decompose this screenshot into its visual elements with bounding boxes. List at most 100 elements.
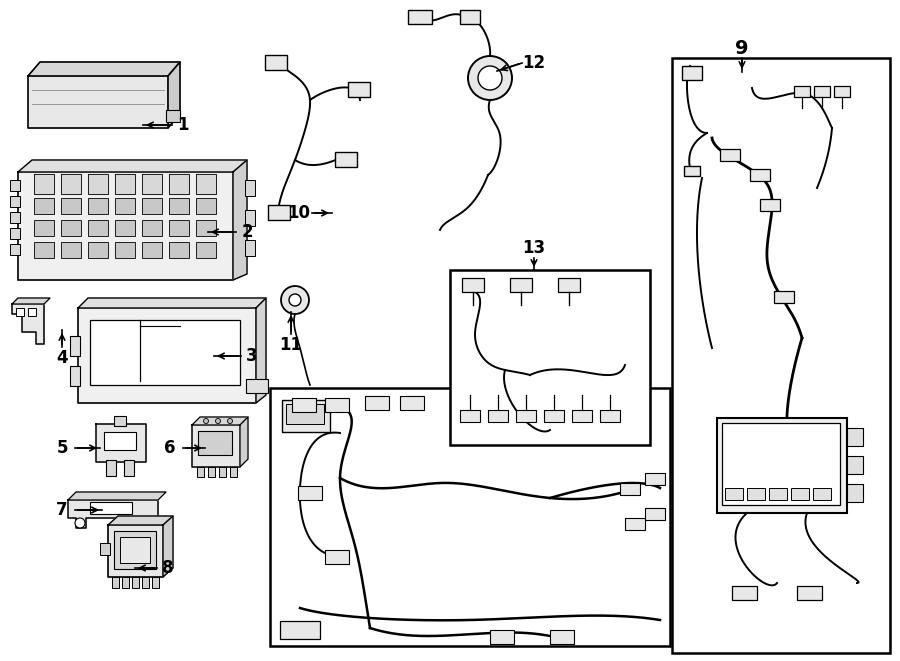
Bar <box>10 212 20 223</box>
Bar <box>104 432 136 450</box>
Text: 4: 4 <box>56 349 68 367</box>
Circle shape <box>281 286 309 314</box>
Bar <box>34 198 54 214</box>
Bar <box>600 410 620 422</box>
Bar <box>169 220 189 236</box>
Bar <box>280 621 320 639</box>
Bar <box>625 518 645 530</box>
Bar <box>292 398 316 412</box>
Bar <box>196 198 216 214</box>
Bar <box>270 388 670 646</box>
Circle shape <box>203 418 209 424</box>
Polygon shape <box>28 76 168 128</box>
Bar <box>286 404 324 424</box>
Bar <box>88 220 108 236</box>
Bar <box>720 149 740 161</box>
Bar <box>572 410 592 422</box>
Bar <box>298 486 322 500</box>
Bar <box>245 180 255 196</box>
Polygon shape <box>12 304 44 344</box>
Text: 7: 7 <box>56 501 68 519</box>
Bar <box>797 586 822 600</box>
Bar <box>16 308 24 316</box>
Bar <box>774 291 794 303</box>
Bar <box>760 199 780 211</box>
Bar <box>61 220 81 236</box>
Circle shape <box>215 418 220 424</box>
Bar <box>132 577 139 588</box>
Bar <box>90 320 240 385</box>
Bar <box>88 198 108 214</box>
Bar <box>325 398 349 412</box>
Bar <box>682 66 702 80</box>
Bar <box>847 484 863 502</box>
Bar <box>208 467 215 477</box>
Bar <box>196 220 216 236</box>
Bar <box>61 198 81 214</box>
Bar <box>365 396 389 410</box>
Bar <box>460 10 480 24</box>
Bar <box>717 418 847 513</box>
Text: 6: 6 <box>164 439 176 457</box>
Circle shape <box>228 418 232 424</box>
Bar <box>265 55 287 70</box>
Bar <box>245 210 255 226</box>
Bar <box>794 86 810 97</box>
Text: 10: 10 <box>287 204 310 222</box>
Bar <box>122 577 129 588</box>
Text: 1: 1 <box>177 116 189 134</box>
Polygon shape <box>108 525 163 577</box>
Polygon shape <box>168 62 180 128</box>
Bar <box>245 240 255 256</box>
Bar <box>769 488 787 500</box>
Polygon shape <box>78 308 256 403</box>
Polygon shape <box>61 174 81 194</box>
Bar <box>100 543 110 555</box>
Bar <box>112 577 119 588</box>
Polygon shape <box>78 298 266 308</box>
Bar <box>725 488 743 500</box>
Bar <box>544 410 564 422</box>
Bar <box>34 220 54 236</box>
Bar <box>196 242 216 258</box>
Polygon shape <box>233 160 247 280</box>
Bar <box>61 242 81 258</box>
Bar <box>142 242 162 258</box>
Bar <box>115 242 135 258</box>
Polygon shape <box>115 174 135 194</box>
Bar <box>230 467 237 477</box>
Bar <box>246 379 268 393</box>
Bar <box>70 336 80 356</box>
Polygon shape <box>142 174 162 194</box>
Text: 11: 11 <box>280 336 302 354</box>
Bar <box>114 416 126 426</box>
Bar <box>672 58 890 653</box>
Bar <box>10 180 20 191</box>
Text: 3: 3 <box>247 347 257 365</box>
Bar <box>282 400 330 432</box>
Text: 2: 2 <box>241 223 253 241</box>
Bar <box>268 205 290 220</box>
Bar <box>10 228 20 239</box>
Polygon shape <box>12 298 50 304</box>
Bar <box>90 502 132 514</box>
Polygon shape <box>68 500 158 528</box>
Bar <box>142 220 162 236</box>
Circle shape <box>289 294 301 306</box>
Bar <box>722 423 840 505</box>
Polygon shape <box>18 160 247 172</box>
Bar <box>114 531 156 569</box>
Bar <box>620 483 640 495</box>
Bar <box>460 410 480 422</box>
Polygon shape <box>108 516 173 525</box>
Bar <box>488 410 508 422</box>
Text: 9: 9 <box>735 38 749 58</box>
Circle shape <box>478 66 502 90</box>
Polygon shape <box>256 298 266 403</box>
Bar <box>400 396 424 410</box>
Bar <box>847 428 863 446</box>
Polygon shape <box>192 425 240 467</box>
Bar <box>142 198 162 214</box>
Polygon shape <box>196 174 216 194</box>
Bar <box>462 278 484 292</box>
